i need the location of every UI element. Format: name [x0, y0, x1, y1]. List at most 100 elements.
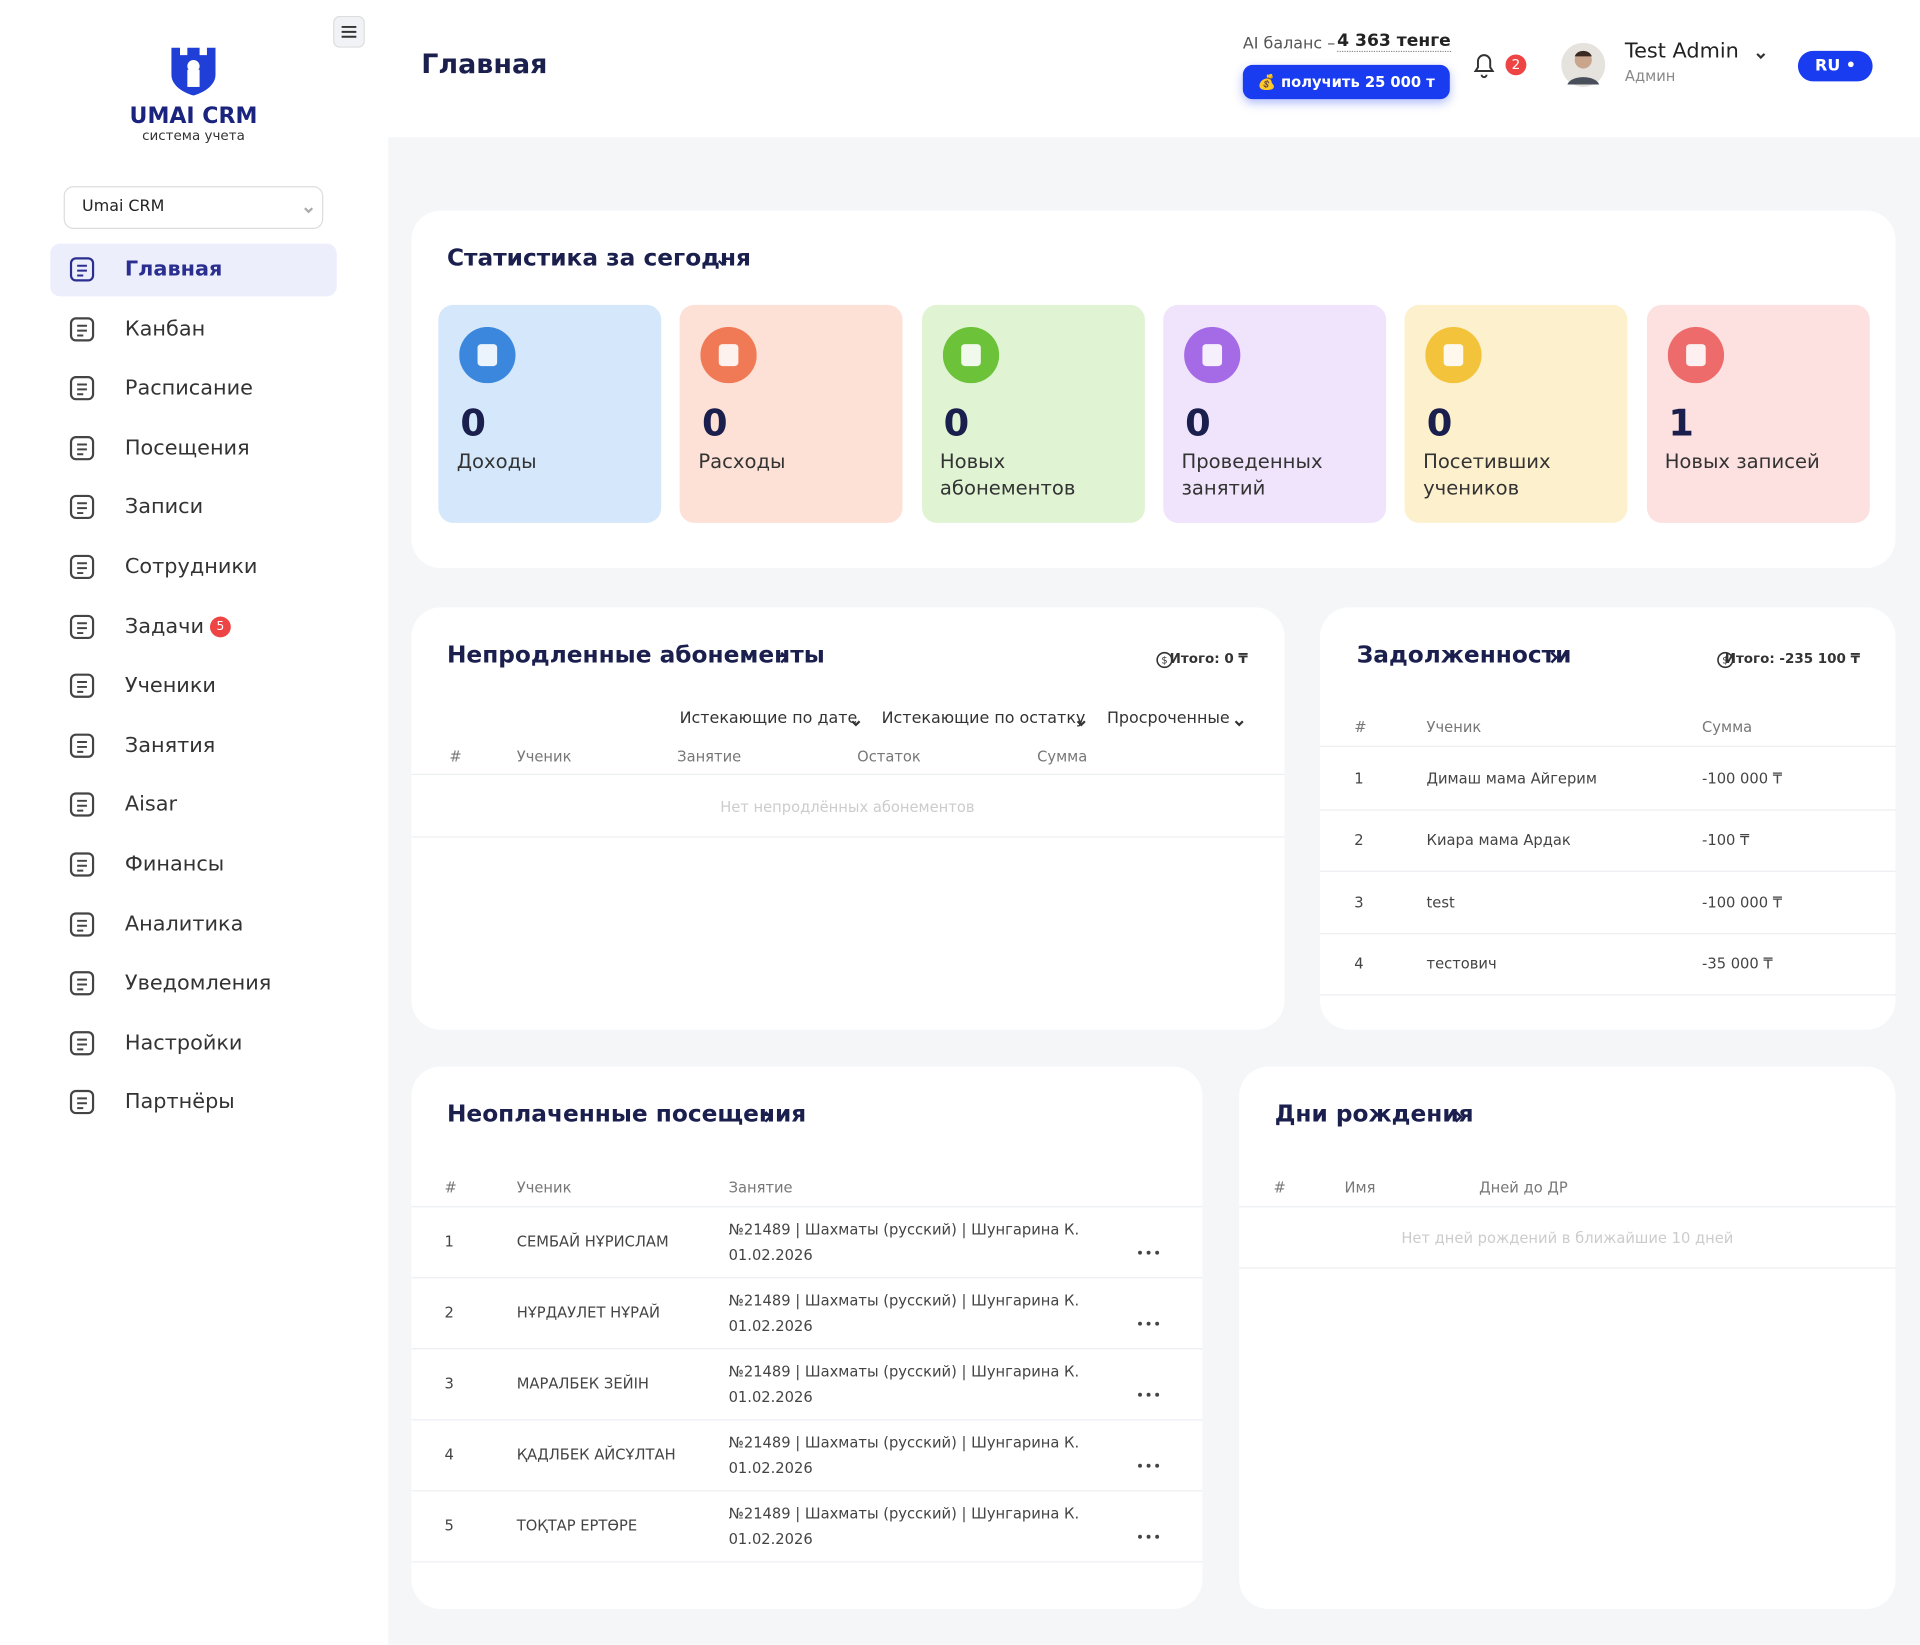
menu-icon [69, 434, 96, 461]
card-title[interactable]: Дни рождения [1274, 1100, 1474, 1128]
icon-part [851, 720, 861, 727]
filter[interactable]: Истекающие по дате [679, 709, 858, 728]
menu-item[interactable]: Ученики [124, 673, 216, 699]
icon-part [1574, 50, 1592, 57]
menu-item[interactable]: Задачи [124, 614, 204, 639]
icon-part [69, 554, 95, 580]
row-actions[interactable] [1136, 1381, 1160, 1397]
column-header: # [444, 1179, 457, 1197]
company-select[interactable] [63, 186, 324, 229]
icon-part [764, 1110, 772, 1123]
icon-part [341, 25, 357, 38]
icon-part [1138, 1534, 1160, 1539]
card-title[interactable]: Статистика за сегодня [446, 244, 751, 272]
icon-part [69, 614, 95, 639]
icon-part [77, 919, 87, 932]
menu-item[interactable]: Настройки [124, 1030, 243, 1056]
menu-toggle[interactable] [333, 15, 365, 48]
row-actions[interactable] [1136, 1523, 1160, 1539]
card-title[interactable]: Задолженности [1356, 641, 1572, 669]
menu-item[interactable]: Канбан [124, 316, 206, 342]
icon-part: $ [1722, 656, 1728, 667]
table-cell: ҚАДЛБЕК АЙСҰЛТАН [516, 1446, 676, 1464]
menu-icon [69, 1030, 96, 1057]
card-title[interactable]: Неоплаченные посещения [446, 1100, 807, 1128]
stat-label: Новых абонементов [939, 449, 1076, 500]
row-actions[interactable] [1136, 1239, 1160, 1255]
menu-item[interactable]: Записи [124, 495, 204, 520]
menu-item[interactable]: Сотрудники [124, 554, 258, 580]
icon-part [1138, 1392, 1142, 1397]
chevron [715, 252, 730, 267]
table-cell: 01.02.2026 [728, 1530, 813, 1548]
menu-item[interactable]: Партнёры [124, 1090, 235, 1115]
icon-part [69, 495, 95, 520]
bell[interactable] [1471, 50, 1498, 79]
menu-icon [69, 1089, 96, 1116]
chevron-right[interactable] [776, 648, 791, 665]
chevron-right[interactable] [1451, 1107, 1466, 1124]
icon-part [1550, 651, 1559, 664]
menu-item[interactable]: Финансы [124, 852, 225, 877]
row-actions[interactable] [1136, 1310, 1160, 1326]
stat-value: 0 [943, 402, 970, 446]
table-cell: -100 000 ₸ [1702, 893, 1783, 911]
icon-part [1076, 720, 1086, 727]
menu-item[interactable]: Занятия [124, 733, 216, 758]
filter[interactable]: Просроченные [1106, 709, 1230, 728]
icon-part [1550, 651, 1559, 664]
row-divider [1239, 1267, 1896, 1269]
table-cell: 3 [1354, 893, 1364, 911]
menu-item[interactable]: Аналитика [124, 911, 244, 937]
chevron-right[interactable] [1547, 648, 1562, 665]
menu-item[interactable]: Посещения [124, 435, 250, 461]
icon-part [69, 1090, 95, 1115]
icon-part [1234, 720, 1244, 727]
icon-part: $ [1717, 651, 1734, 669]
table-cell: №21489 | Шахматы (русский) | Шунгарина К… [728, 1433, 1080, 1452]
icon-part [1076, 720, 1086, 727]
icon-part [1685, 344, 1706, 367]
menu-item[interactable]: Aisar [124, 792, 178, 818]
column-header: # [449, 748, 462, 766]
menu-item[interactable]: Расписание [124, 376, 253, 401]
row-divider [1320, 809, 1896, 811]
icon-part [69, 733, 95, 758]
icon-part [717, 260, 727, 267]
chevron-right[interactable] [760, 1107, 775, 1124]
icon-part [77, 324, 87, 336]
ai-button[interactable]: 💰 получить 25 000 т [1242, 64, 1450, 100]
icon-part [1155, 1321, 1160, 1326]
table-cell: №21489 | Шахматы (русский) | Шунгарина К… [728, 1362, 1080, 1380]
icon-part [69, 911, 95, 937]
icon-part [1455, 1110, 1463, 1123]
icon-part [1156, 651, 1173, 669]
stat-icon [700, 326, 758, 384]
table-cell: 01.02.2026 [728, 1246, 813, 1264]
row-actions[interactable] [1136, 1452, 1160, 1468]
icon-part [1561, 42, 1606, 87]
table-cell: №21489 | Шахматы (русский) | Шунгарина К… [728, 1220, 1080, 1238]
card-title[interactable]: Непродленные абонементы [446, 641, 825, 669]
language-button[interactable]: RU • [1797, 50, 1874, 82]
column-header: Ученик [516, 1179, 572, 1197]
menu-active-bg[interactable] [50, 243, 337, 297]
icon-part [1234, 720, 1244, 727]
filter[interactable]: Истекающие по остатку [881, 709, 1086, 728]
avatar[interactable] [1561, 42, 1606, 87]
icon-part [1138, 1321, 1160, 1326]
icon-part [187, 60, 200, 73]
ai-balance-label: AI баланс – [1242, 34, 1336, 54]
column-header: # [1273, 1179, 1286, 1197]
icon-part [1138, 1250, 1160, 1255]
icon-part [1138, 1534, 1142, 1539]
user-name[interactable]: Test Admin [1624, 39, 1739, 64]
menu-item[interactable]: Главная [124, 257, 223, 282]
icon-part [1473, 54, 1495, 79]
icon-part [69, 1030, 95, 1056]
chevron [1074, 713, 1089, 728]
menu-item[interactable]: Уведомления [124, 971, 272, 996]
icon-part [77, 1097, 87, 1110]
icon-part [69, 316, 95, 342]
table-cell: 2 [1354, 831, 1364, 850]
